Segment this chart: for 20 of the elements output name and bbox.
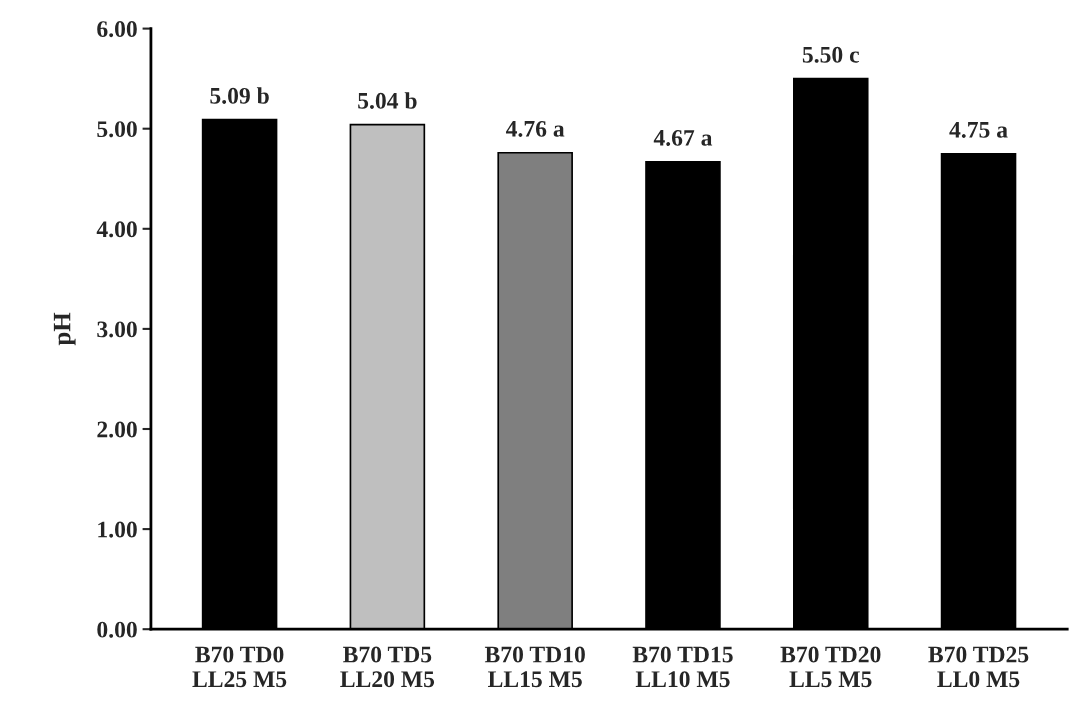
data-label: 4.67 a (653, 129, 713, 146)
x-tick-label: B70 TD5 LL20 M5 (340, 646, 435, 688)
data-label: 4.76 a (505, 120, 565, 137)
data-label: 5.04 b (358, 92, 417, 109)
y-tick-label: 1.00 (98, 521, 137, 538)
x-tick-label: B70 TD15 LL10 M5 (632, 646, 733, 688)
x-tick-label: B70 TD0 LL25 M5 (192, 646, 287, 688)
data-label: 5.50 c (802, 46, 860, 63)
y-tick-label: 2.00 (97, 421, 137, 438)
data-label: 4.75 a (949, 122, 1008, 138)
y-tick-label: 0.00 (97, 621, 137, 638)
data-label: 5.09 b (210, 87, 269, 104)
y-tick-label: 5.00 (97, 121, 137, 138)
y-axis-title: pH (53, 312, 76, 346)
x-tick-label: B70 TD20 LL5 M5 (780, 646, 881, 688)
y-tick-label: 3.00 (97, 321, 137, 338)
y-tick-label: 6.00 (97, 21, 137, 38)
x-tick-label: B70 TD25 LL0 M5 (928, 646, 1029, 688)
y-tick-label: 4.00 (96, 221, 137, 238)
x-tick-label: B70 TD10 LL15 M5 (484, 646, 585, 688)
